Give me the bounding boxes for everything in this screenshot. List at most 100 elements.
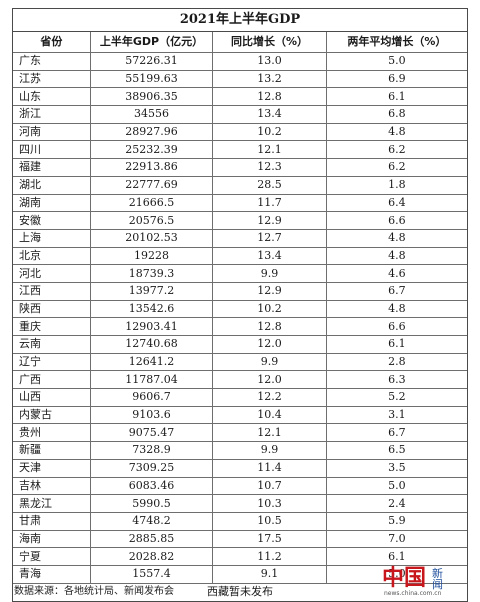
yoy-cell: 17.5: [212, 529, 327, 549]
avg-cell: 6.1: [325, 335, 467, 354]
yoy-cell: 13.4: [212, 105, 327, 124]
table-row: 重庆 12903.41 12.8 6.6: [13, 317, 467, 336]
gdp-cell: 55199.63: [89, 69, 214, 89]
table-row: 山西 9606.7 12.2 5.2: [13, 388, 467, 407]
province-cell: 河南: [13, 122, 91, 142]
table-row: 海南 2885.85 17.5 7.0: [13, 529, 467, 549]
avg-cell: 7.0: [325, 529, 467, 549]
gdp-cell: 38906.35: [89, 87, 214, 107]
table-row: 内蒙古 9103.6 10.4 3.1: [13, 405, 467, 425]
gdp-cell: 2028.82: [89, 547, 214, 566]
yoy-cell: 28.5: [212, 175, 327, 195]
gdp-cell: 9103.6: [89, 405, 214, 425]
table-row: 广西 11787.04 12.0 6.3: [13, 370, 467, 390]
yoy-cell: 10.2: [212, 299, 327, 319]
province-cell: 上海: [13, 228, 91, 248]
province-cell: 广西: [13, 370, 91, 390]
note-row: 西藏暂未发布: [13, 582, 467, 601]
province-cell: 江西: [13, 281, 91, 301]
header-province: 省份: [13, 32, 91, 53]
yoy-cell: 10.5: [212, 511, 327, 531]
header-row: 省份 上半年GDP（亿元） 同比增长（%） 两年平均增长（%）: [13, 32, 467, 53]
province-cell: 安徽: [13, 211, 91, 230]
table-row: 山东 38906.35 12.8 6.1: [13, 87, 467, 107]
yoy-cell: 9.1: [212, 564, 327, 584]
yoy-cell: 12.7: [212, 228, 327, 248]
yoy-cell: 9.9: [212, 441, 327, 460]
gdp-cell: 18739.3: [89, 264, 214, 283]
avg-cell: 6.8: [325, 105, 467, 124]
yoy-cell: 12.8: [212, 317, 327, 336]
gdp-cell: 22777.69: [89, 175, 214, 195]
gdp-cell: 9075.47: [89, 423, 214, 443]
note-text: 西藏暂未发布: [13, 582, 467, 601]
avg-cell: 1.8: [325, 175, 467, 195]
yoy-cell: 11.7: [212, 193, 327, 213]
gdp-cell: 2885.85: [89, 529, 214, 549]
yoy-cell: 12.8: [212, 87, 327, 107]
table-row: 陕西 13542.6 10.2 4.8: [13, 299, 467, 319]
yoy-cell: 12.0: [212, 335, 327, 354]
province-cell: 山西: [13, 388, 91, 407]
header-avg: 两年平均增长（%）: [325, 32, 467, 53]
province-cell: 新疆: [13, 441, 91, 460]
table-row: 河南 28927.96 10.2 4.8: [13, 122, 467, 142]
gdp-table: 省份 上半年GDP（亿元） 同比增长（%） 两年平均增长（%） 广东 57226.…: [13, 32, 467, 601]
gdp-cell: 22913.86: [89, 158, 214, 177]
avg-cell: 2.4: [325, 494, 467, 513]
yoy-cell: 9.9: [212, 264, 327, 283]
gdp-cell: 13542.6: [89, 299, 214, 319]
table-row: 广东 57226.31 13.0 5.0: [13, 52, 467, 71]
province-cell: 四川: [13, 140, 91, 160]
yoy-cell: 11.4: [212, 458, 327, 478]
table-row: 北京 19228 13.4 4.8: [13, 246, 467, 266]
gdp-cell: 20576.5: [89, 211, 214, 230]
gdp-cell: 25232.39: [89, 140, 214, 160]
data-source: 数据来源：各地统计局、新闻发布会: [14, 586, 174, 597]
table-row: 湖南 21666.5 11.7 6.4: [13, 193, 467, 213]
gdp-cell: 12903.41: [89, 317, 214, 336]
avg-cell: 4.8: [325, 299, 467, 319]
avg-cell: 3.5: [325, 458, 467, 478]
province-cell: 江苏: [13, 69, 91, 89]
gdp-cell: 19228: [89, 246, 214, 266]
avg-cell: 5.0: [325, 52, 467, 71]
gdp-cell: 4748.2: [89, 511, 214, 531]
province-cell: 吉林: [13, 476, 91, 496]
gdp-cell: 12641.2: [89, 352, 214, 372]
avg-cell: 6.7: [325, 423, 467, 443]
gdp-cell: 13977.2: [89, 281, 214, 301]
yoy-cell: 12.1: [212, 423, 327, 443]
gdp-cell: 12740.68: [89, 335, 214, 354]
table-row: 天津 7309.25 11.4 3.5: [13, 458, 467, 478]
yoy-cell: 12.2: [212, 388, 327, 407]
gdp-table-frame: 2021年上半年GDP 省份 上半年GDP（亿元） 同比增长（%） 两年平均增长…: [12, 8, 468, 602]
province-cell: 湖南: [13, 193, 91, 213]
table-row: 湖北 22777.69 28.5 1.8: [13, 175, 467, 195]
province-cell: 北京: [13, 246, 91, 266]
yoy-cell: 12.1: [212, 140, 327, 160]
table-row: 新疆 7328.9 9.9 6.5: [13, 441, 467, 460]
watermark-china-logo: 中国: [382, 565, 427, 591]
avg-cell: 6.2: [325, 158, 467, 177]
yoy-cell: 12.9: [212, 211, 327, 230]
table-row: 福建 22913.86 12.3 6.2: [13, 158, 467, 177]
table-body: 广东 57226.31 13.0 5.0 江苏 55199.63 13.2 6.9 山东 3890…: [13, 52, 467, 584]
avg-cell: 5.0: [325, 564, 467, 584]
yoy-cell: 10.2: [212, 122, 327, 142]
province-cell: 黑龙江: [13, 494, 91, 513]
avg-cell: 6.6: [325, 211, 467, 230]
watermark-url: news.china.com.cn: [384, 590, 442, 597]
avg-cell: 5.9: [325, 511, 467, 531]
avg-cell: 6.4: [325, 193, 467, 213]
avg-cell: 2.8: [325, 352, 467, 372]
yoy-cell: 12.9: [212, 281, 327, 301]
yoy-cell: 13.4: [212, 246, 327, 266]
gdp-cell: 9606.7: [89, 388, 214, 407]
avg-cell: 6.6: [325, 317, 467, 336]
table-row: 上海 20102.53 12.7 4.8: [13, 228, 467, 248]
gdp-cell: 57226.31: [89, 52, 214, 71]
gdp-cell: 20102.53: [89, 228, 214, 248]
province-cell: 贵州: [13, 423, 91, 443]
avg-cell: 6.3: [325, 370, 467, 390]
